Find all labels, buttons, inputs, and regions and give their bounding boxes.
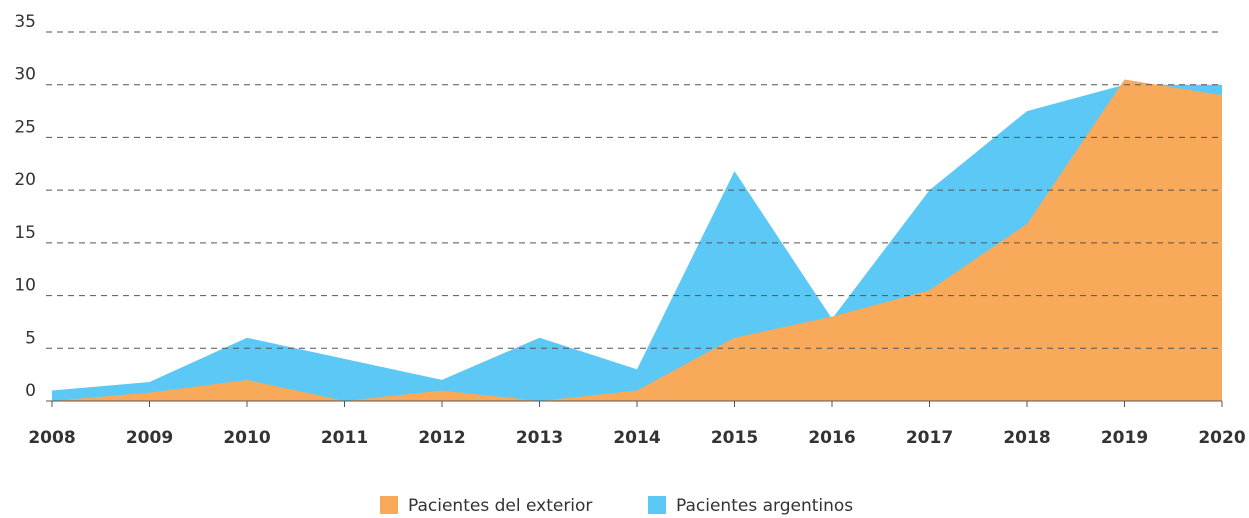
- y-tick-label: 35: [14, 12, 36, 32]
- x-tick-label: 2016: [808, 428, 855, 448]
- x-tick-label: 2009: [126, 428, 173, 448]
- x-tick-label: 2017: [906, 428, 953, 448]
- legend-label: Pacientes argentinos: [676, 496, 853, 516]
- x-tick-label: 2015: [711, 428, 758, 448]
- y-tick-label: 10: [14, 276, 36, 296]
- y-tick-label: 5: [25, 328, 36, 348]
- y-tick-label: 30: [14, 65, 36, 85]
- area: [52, 79, 1222, 401]
- y-tick-label: 15: [14, 223, 36, 243]
- y-tick-label: 25: [14, 117, 36, 137]
- x-tick-label: 2019: [1101, 428, 1148, 448]
- x-tick-label: 2011: [321, 428, 368, 448]
- x-tick-label: 2008: [28, 428, 75, 448]
- x-tick-label: 2018: [1003, 428, 1050, 448]
- y-tick-label: 20: [14, 170, 36, 190]
- x-tick-label: 2013: [516, 428, 563, 448]
- y-tick-label: 0: [25, 381, 36, 401]
- legend-label: Pacientes del exterior: [408, 496, 592, 516]
- legend-swatch: [648, 496, 666, 514]
- legend-swatch: [380, 496, 398, 514]
- x-tick-label: 2014: [613, 428, 660, 448]
- x-tick-label: 2010: [223, 428, 270, 448]
- x-tick-label: 2012: [418, 428, 465, 448]
- x-tick-label: 2020: [1198, 428, 1245, 448]
